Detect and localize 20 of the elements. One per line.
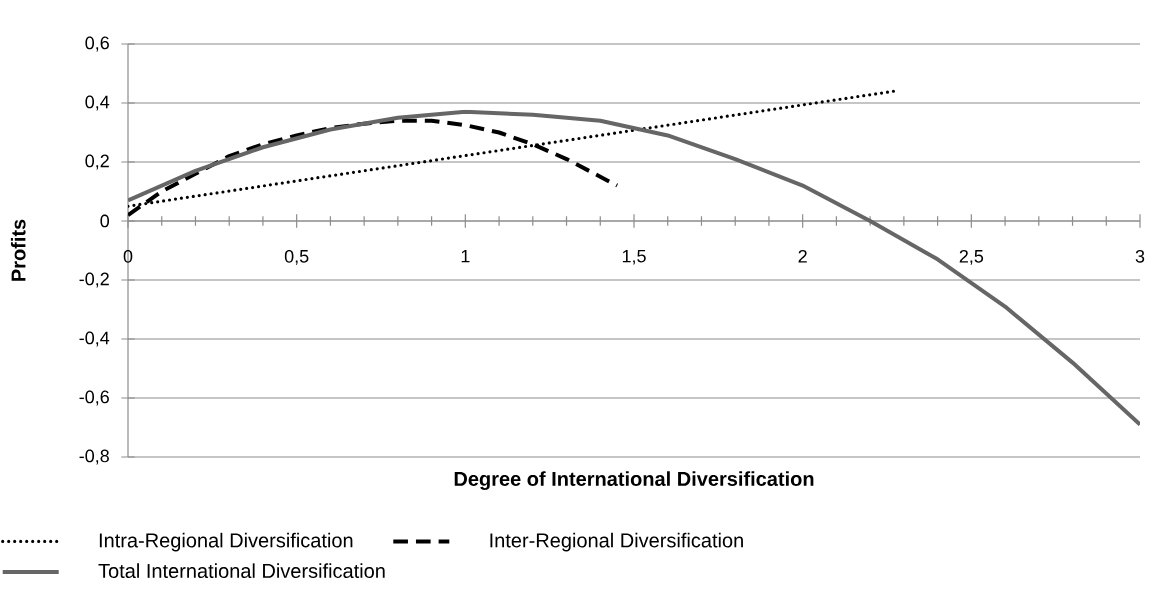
y-tick-label: -0,2 [79,272,109,288]
x-tick-label: 1,5 [622,249,646,265]
x-tick-label: 0 [123,249,133,263]
x-tick-label: 3 [1135,249,1145,263]
y-tick-label: 0,4 [85,95,110,111]
x-tick-label: 0,5 [284,249,309,265]
y-tick-label: 0,2 [85,154,109,170]
legend-label: Intra-Regional Diversification [99,532,353,552]
y-tick-label: -0,4 [79,331,110,347]
y-tick-label: -0,8 [79,449,109,465]
x-tick-label: 2,5 [959,249,984,265]
legend-label: Inter-Regional Diversification [490,532,743,552]
y-tick-label: 0,6 [85,36,109,52]
x-tick-label: 2 [798,249,807,263]
x-axis-title: Degree of International Diversification [454,471,814,490]
y-tick-label: -0,6 [79,390,109,406]
y-tick-label: 0 [100,214,110,228]
x-tick-label: 1 [461,249,470,263]
legend-label: Total International Diversification [98,563,385,579]
y-axis-title: Profits [10,219,26,281]
